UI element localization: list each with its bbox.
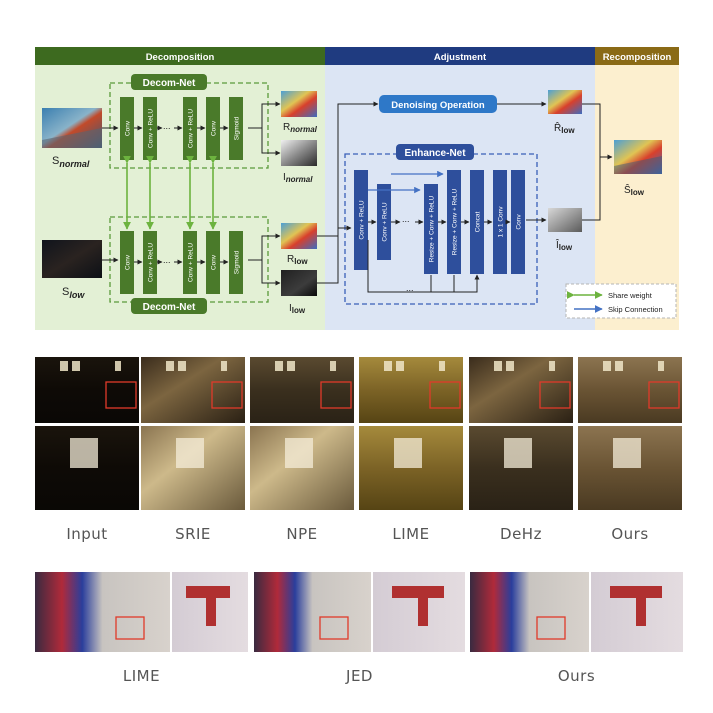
decom-top-layer-0 <box>120 97 134 160</box>
r-normal-label: Rnormal <box>283 122 318 134</box>
decom-top-layer-4-label: Conv <box>211 120 218 136</box>
enhance-layer-0-label: Conv + ReLU <box>359 200 366 240</box>
share-weight-arrows <box>123 155 217 230</box>
decom-net-bottom-layers: Conv Conv + ReLU... Conv + ReLU Conv Sigmoid <box>120 231 243 294</box>
legend-share-weight: Share weight <box>608 291 653 300</box>
r-normal-image <box>281 91 317 117</box>
decom-top-layer-3-label: Conv + ReLU <box>188 109 195 149</box>
i-hat-label: Îlow <box>555 238 573 252</box>
decom-top-layer-5-label: Sigmoid <box>234 116 241 140</box>
decom-top-ellipsis: ... <box>163 121 171 131</box>
enhance-net-label: Enhance-Net <box>404 148 466 159</box>
decom-top-layer-5 <box>229 97 243 160</box>
r-hat-image <box>548 90 582 114</box>
decom-top-layer-4 <box>206 97 220 160</box>
decom-top-layer-3 <box>183 97 197 160</box>
enhance-ellipsis-bottom: ... <box>406 283 414 293</box>
denoising-operation-box <box>379 95 497 113</box>
decomposition-header <box>35 47 325 65</box>
i-normal-image <box>281 140 317 166</box>
enhance-layer-3-label: Resize + Conv + ReLU <box>429 195 436 262</box>
caption-npe: NPE <box>286 525 318 543</box>
decom-net-top-layers: Conv Conv + ReLU... Conv + ReLU Conv Sigmoid <box>120 97 243 160</box>
input-arrows <box>102 125 119 263</box>
caption-lime-2: LIME <box>122 667 161 685</box>
enhance-net-label-box <box>396 144 474 160</box>
adjustment-title: Adjustment <box>434 52 487 63</box>
recomposition-header <box>595 47 679 65</box>
decom-bot-layer-1 <box>143 231 157 294</box>
comparison-row-1 <box>35 357 682 423</box>
decom-bot-layer-0 <box>120 231 134 294</box>
legend-box <box>565 283 677 319</box>
i-low-image <box>281 270 317 296</box>
caption-dehz: DeHz <box>500 525 542 543</box>
i-hat-image <box>548 208 582 232</box>
enhance-layer-5-label: Concat <box>475 212 482 233</box>
legend-skip-connection: Skip Connection <box>608 305 663 314</box>
caption-ours-2: Ours <box>557 667 596 685</box>
decom-top-layer-1 <box>143 97 157 160</box>
comparison-row-2 <box>35 426 682 510</box>
decom-bot-layer-1-label: Conv + ReLU <box>148 243 155 283</box>
decom-net-top-label: Decom-Net <box>143 78 196 89</box>
enhance-layer-0 <box>354 170 368 270</box>
enhance-layer-4-label: Resize + Conv + ReLU <box>452 188 459 255</box>
denoising-operation-label: Denoising Operation <box>391 100 485 111</box>
decom-bot-ellipsis: ... <box>163 255 171 265</box>
zoom-boxes-row-1 <box>105 381 680 409</box>
enhance-layer-1-label: Conv + ReLU <box>382 202 389 242</box>
decomposition-title: Decomposition <box>146 52 215 63</box>
zoom-boxes-row-3 <box>115 616 566 640</box>
decom-bot-layer-3 <box>183 231 197 294</box>
caption-srie: SRIE <box>175 525 211 543</box>
decom-bot-layer-5 <box>229 231 243 294</box>
decom-top-layer-0-label: Conv <box>125 120 132 136</box>
skip-connections <box>368 170 444 194</box>
hooks-row-3 <box>186 586 662 626</box>
decom-net-bottom-label: Decom-Net <box>143 302 196 313</box>
decom-top-layer-1-label: Conv + ReLU <box>148 109 155 149</box>
i-normal-label: Inormal <box>283 172 313 184</box>
s-hat-label: Ŝlow <box>624 183 645 197</box>
decom-net-bottom-label-box <box>131 298 207 314</box>
enhance-layer-6-label: 1 x 1 Conv <box>498 206 505 238</box>
enhance-layer-4 <box>447 170 461 274</box>
decom-bot-layer-5-label: Sigmoid <box>234 250 241 274</box>
comparison-row-3 <box>35 572 683 652</box>
decom-bot-layer-4-label: Conv <box>211 254 218 270</box>
adjustment-header <box>325 47 595 65</box>
enhance-layer-7-label: Conv <box>516 214 523 230</box>
caption-input: Input <box>66 525 108 543</box>
decom-net-top-label-box <box>131 74 207 90</box>
decom-bot-layer-3-label: Conv + ReLU <box>188 243 195 283</box>
recomposition-title: Recomposition <box>603 52 672 63</box>
room-windows-row-1 <box>60 361 664 371</box>
enhance-layer-3 <box>424 184 438 274</box>
caption-jed: JED <box>346 667 373 685</box>
caption-lime: LIME <box>392 525 430 543</box>
decom-bot-layer-4 <box>206 231 220 294</box>
enhance-layer-5 <box>470 170 484 274</box>
enhance-layer-6 <box>493 170 507 274</box>
enhance-ellipsis-mid: ... <box>402 214 410 224</box>
s-low-label: Slow <box>62 286 85 300</box>
decom-bot-layer-0-label: Conv <box>125 254 132 270</box>
enhance-layer-7 <box>511 170 525 274</box>
r-low-image <box>281 223 317 249</box>
enhance-layer-1 <box>377 184 391 260</box>
s-low-image <box>42 240 102 278</box>
enhance-net-layers: Conv + ReLU Conv + ReLU... Resize + Conv +… <box>354 170 525 274</box>
r-low-label: Rlow <box>287 254 308 266</box>
s-normal-label: Snormal <box>52 155 90 169</box>
room-windows-row-2 <box>70 438 641 468</box>
i-low-label: Ilow <box>289 303 306 315</box>
r-hat-label: R̂low <box>554 120 575 135</box>
caption-ours: Ours <box>611 525 649 543</box>
